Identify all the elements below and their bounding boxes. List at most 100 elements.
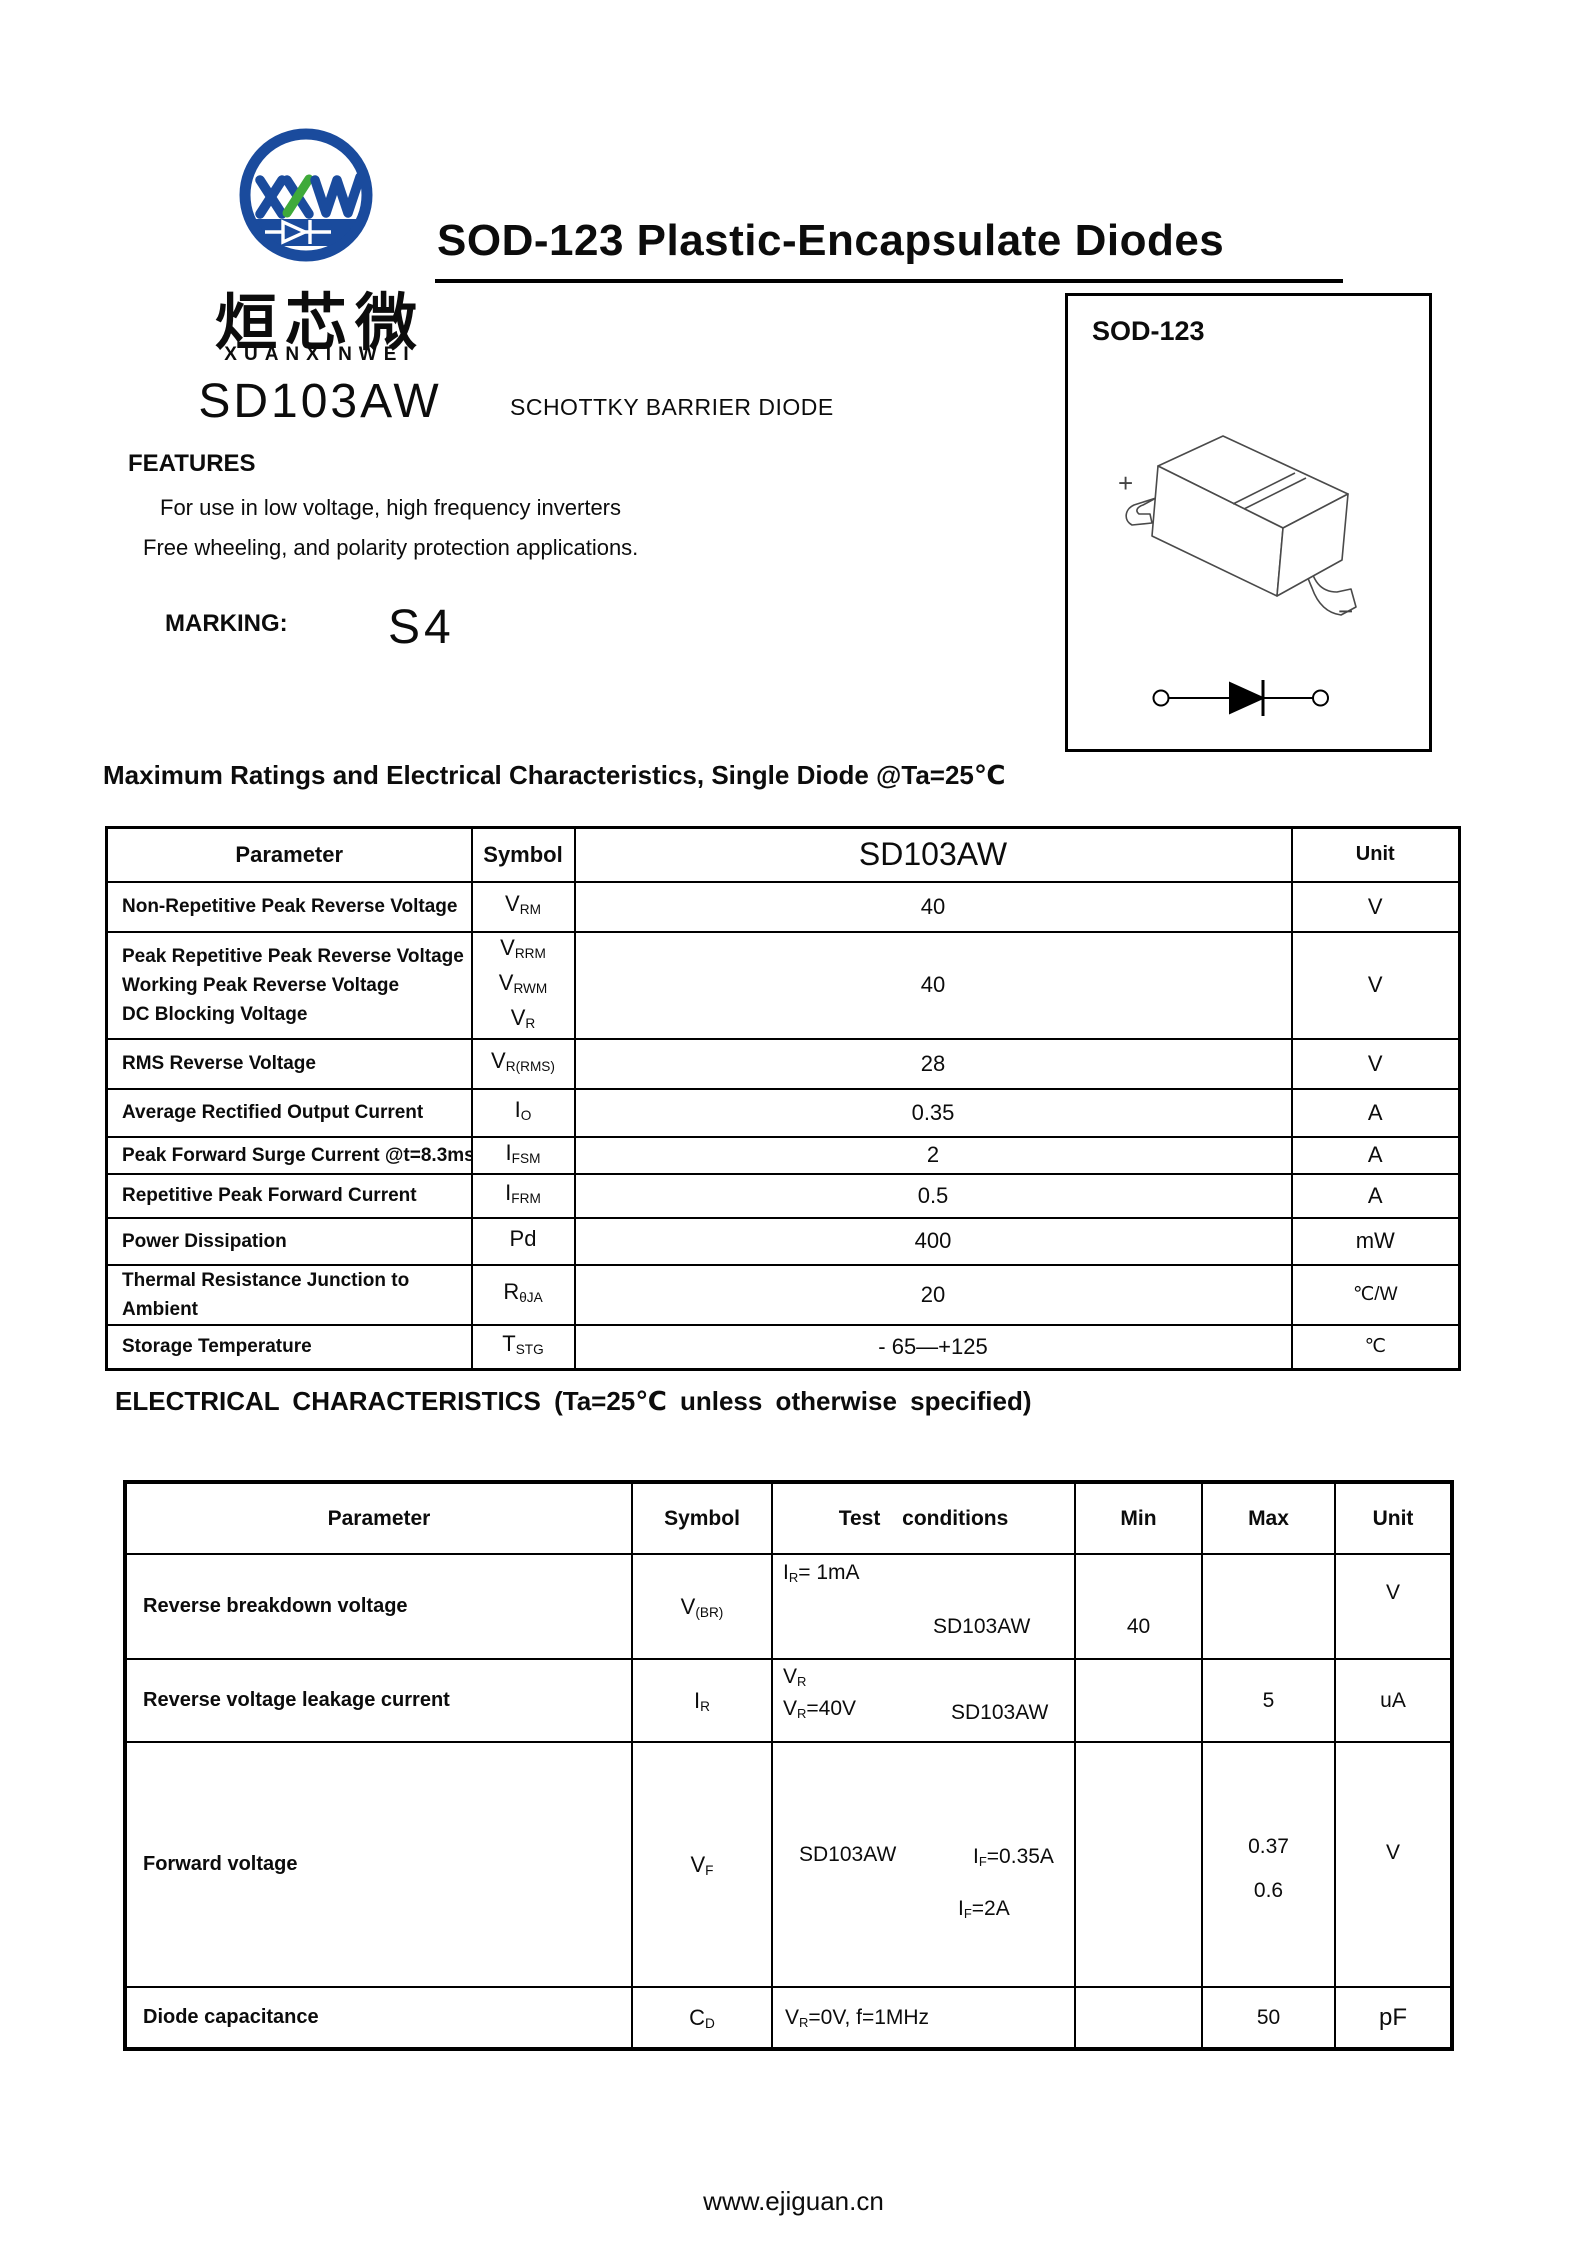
feature-line: For use in low voltage, high frequency i… — [160, 495, 622, 520]
marking-label: MARKING: — [165, 610, 288, 637]
package-label: SOD-123 — [1092, 316, 1205, 346]
unit-cell: ℃/W — [1290, 1263, 1461, 1326]
col-header-unit: Unit — [1334, 1481, 1453, 1555]
min-cell — [1074, 1986, 1203, 2050]
parameter-cell: Repetitive Peak Forward Current — [105, 1172, 473, 1219]
parameter-cell: Thermal Resistance Junction to Ambient — [105, 1263, 473, 1326]
unit-cell: V — [1334, 1553, 1453, 1660]
parameter-cell: Diode capacitance — [124, 1986, 633, 2050]
parameter-cell: Average Rectified Output Current — [105, 1087, 473, 1138]
table-row: Peak Forward Surge Current @t=8.3ms IFSM… — [105, 1135, 1461, 1175]
symbol-cell: VF — [631, 1741, 773, 1988]
parameter-cell: Storage Temperature — [105, 1323, 473, 1371]
test-conditions-cell: VR=0V, f=1MHz — [771, 1986, 1076, 2050]
symbol-cell: IFRM — [470, 1172, 576, 1219]
unit-cell: A — [1290, 1135, 1461, 1175]
unit-cell: mW — [1290, 1216, 1461, 1266]
min-cell — [1074, 1741, 1203, 1988]
value-cell: 0.35 — [573, 1087, 1293, 1138]
unit-cell: V — [1290, 930, 1461, 1040]
ratings-heading: Maximum Ratings and Electrical Character… — [103, 760, 1006, 790]
symbol-cell: VRRM VRWM VR — [470, 930, 576, 1040]
max-cell: 0.37 0.6 — [1201, 1741, 1336, 1988]
table-row: Forward voltage VF SD103AW IF=0.35A IF=2… — [124, 1741, 1453, 1988]
company-name-cn: 烜芯微 — [214, 289, 425, 358]
features-heading: FEATURES — [128, 450, 256, 477]
max-cell: 50 — [1201, 1986, 1336, 2050]
title-underline — [435, 279, 1343, 283]
table-row: Reverse breakdown voltage V(BR) IR= 1mA … — [124, 1553, 1453, 1660]
feature-line: Free wheeling, and polarity protection a… — [143, 535, 639, 560]
symbol-cell: Pd — [470, 1216, 576, 1266]
electrical-heading: ELECTRICAL CHARACTERISTICS (Ta=25℃ unles… — [115, 1386, 1032, 1416]
parameter-cell: RMS Reverse Voltage — [105, 1037, 473, 1090]
value-cell: 2 — [573, 1135, 1293, 1175]
table-row: Storage Temperature TSTG - 65—+125 ℃ — [105, 1323, 1461, 1371]
package-3d-drawing — [1125, 435, 1357, 716]
min-cell: 40 — [1074, 1553, 1203, 1660]
unit-cell: V — [1334, 1741, 1453, 1988]
table-row: RMS Reverse Voltage VR(RMS) 28 V — [105, 1037, 1461, 1090]
unit-cell: V — [1290, 1037, 1461, 1090]
value-cell: 40 — [573, 880, 1293, 933]
min-cell — [1074, 1658, 1203, 1743]
symbol-cell: VRM — [470, 880, 576, 933]
cathode-minus-sign: − — [1338, 596, 1354, 626]
max-cell: 5 — [1201, 1658, 1336, 1743]
footer-url: www.ejiguan.cn — [703, 2186, 884, 2216]
table-row: Average Rectified Output Current IO 0.35… — [105, 1087, 1461, 1138]
col-header-unit: Unit — [1290, 826, 1461, 883]
unit-cell: A — [1290, 1087, 1461, 1138]
col-header-test-conditions: Test conditions — [771, 1481, 1076, 1555]
table-row: Repetitive Peak Forward Current IFRM 0.5… — [105, 1172, 1461, 1219]
table-row: Peak Repetitive Peak Reverse Voltage Wor… — [105, 930, 1461, 1040]
diode-symbol-icon — [1152, 680, 1329, 716]
company-name-en: XUANXINWEI — [224, 344, 416, 365]
symbol-cell: VR(RMS) — [470, 1037, 576, 1090]
col-header-parameter: Parameter — [124, 1481, 633, 1555]
table-row: Diode capacitance CD VR=0V, f=1MHz 50 pF — [124, 1986, 1453, 2050]
value-cell: - 65—+125 — [573, 1323, 1293, 1371]
col-header-symbol: Symbol — [631, 1481, 773, 1555]
part-number: SD103AW — [198, 375, 442, 428]
table-header-row: Parameter Symbol Test conditions Min Max… — [124, 1481, 1453, 1555]
unit-cell: A — [1290, 1172, 1461, 1219]
symbol-cell: IFSM — [470, 1135, 576, 1175]
table-row: Power Dissipation Pd 400 mW — [105, 1216, 1461, 1266]
table-row: Thermal Resistance Junction to Ambient R… — [105, 1263, 1461, 1326]
table-row: Non-Repetitive Peak Reverse Voltage VRM … — [105, 880, 1461, 933]
parameter-cell: Peak Repetitive Peak Reverse Voltage Wor… — [105, 930, 473, 1040]
unit-cell: ℃ — [1290, 1323, 1461, 1371]
col-header-max: Max — [1201, 1481, 1336, 1555]
value-cell: 400 — [573, 1216, 1293, 1266]
test-conditions-cell: SD103AW IF=0.35A IF=2A — [771, 1741, 1076, 1988]
table-header-row: Parameter Symbol SD103AW Unit — [105, 826, 1461, 883]
device-subtitle: SCHOTTKY BARRIER DIODE — [510, 394, 834, 420]
company-logo-icon — [239, 128, 373, 262]
unit-cell: uA — [1334, 1658, 1453, 1743]
parameter-cell: Reverse voltage leakage current — [124, 1658, 633, 1743]
marking-code: S4 — [388, 601, 455, 654]
package-diagram-box: SOD-123 + − — [1065, 293, 1432, 752]
symbol-cell: IO — [470, 1087, 576, 1138]
value-cell: 20 — [573, 1263, 1293, 1326]
max-ratings-table: Parameter Symbol SD103AW Unit Non-Repeti… — [105, 826, 1461, 1371]
value-cell: 0.5 — [573, 1172, 1293, 1219]
electrical-table: Parameter Symbol Test conditions Min Max… — [123, 1480, 1454, 2051]
symbol-cell: IR — [631, 1658, 773, 1743]
test-conditions-cell: VR VR=40V SD103AW — [771, 1658, 1076, 1743]
anode-plus-sign: + — [1118, 468, 1134, 498]
unit-cell: pF — [1334, 1986, 1453, 2050]
table-row: Reverse voltage leakage current IR VR VR… — [124, 1658, 1453, 1743]
col-header-symbol: Symbol — [470, 826, 576, 883]
value-cell: 28 — [573, 1037, 1293, 1090]
parameter-cell: Non-Repetitive Peak Reverse Voltage — [105, 880, 473, 933]
col-header-parameter: Parameter — [105, 826, 473, 883]
col-header-device: SD103AW — [573, 826, 1293, 883]
value-cell: 40 — [573, 930, 1293, 1040]
max-cell — [1201, 1553, 1336, 1660]
symbol-cell: V(BR) — [631, 1553, 773, 1660]
col-header-min: Min — [1074, 1481, 1203, 1555]
parameter-cell: Forward voltage — [124, 1741, 633, 1988]
